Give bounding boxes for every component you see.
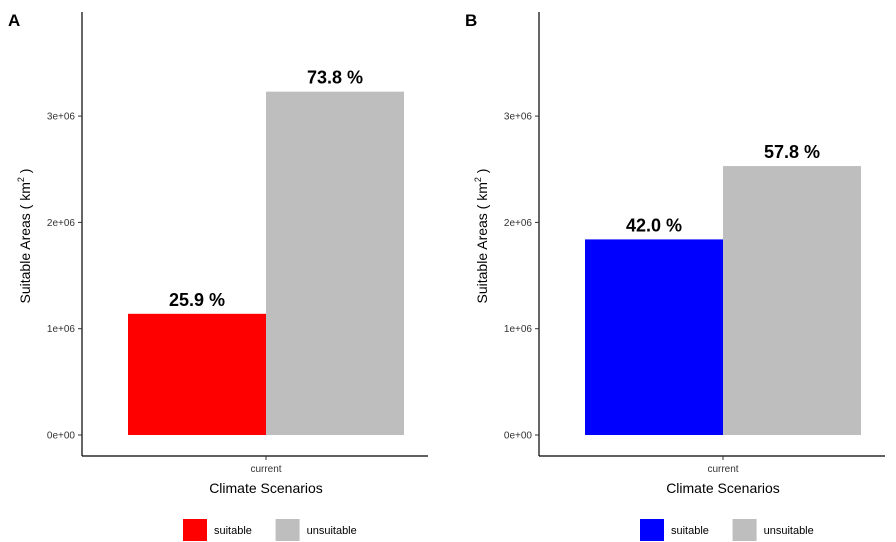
panel-b-bar-suitable bbox=[585, 239, 723, 435]
panel-a-y-tick-label: 0e+00 bbox=[47, 431, 76, 442]
panel-b-y-tick-label: 2e+06 bbox=[504, 218, 533, 229]
panel-b-x-axis-title: Climate Scenarios bbox=[666, 480, 780, 496]
panel-a-y-tick-label: 3e+06 bbox=[47, 112, 76, 123]
panel-a-legend: suitable unsuitable bbox=[183, 519, 357, 541]
panel-a-data-label-unsuitable: 73.8 % bbox=[307, 68, 363, 88]
panel-b-y-tick-label: 1e+06 bbox=[504, 324, 533, 335]
panel-b-legend-swatch-unsuitable bbox=[732, 519, 757, 541]
panel-b-x-tick-label: current bbox=[707, 464, 738, 475]
panel-a-legend-swatch-unsuitable bbox=[275, 519, 300, 541]
panel-a-x-tick-label: current bbox=[250, 464, 281, 475]
panel-a-x-axis-title: Climate Scenarios bbox=[209, 480, 323, 496]
panel-a-legend-swatch-suitable bbox=[183, 519, 207, 541]
panel-b-y-axis-title: Suitable Areas ( km2 ) bbox=[473, 169, 490, 304]
panel-b-legend-label-suitable: suitable bbox=[671, 525, 709, 537]
panel-b-letter: B bbox=[465, 11, 477, 30]
panel-b-y-tick-label: 3e+06 bbox=[504, 112, 533, 123]
panel-b-legend-swatch-suitable bbox=[640, 519, 664, 541]
panel-b-y-tick-label: 0e+00 bbox=[504, 431, 533, 442]
panel-a-bar-unsuitable bbox=[266, 91, 404, 435]
panel-a-y-tick-label: 2e+06 bbox=[47, 218, 76, 229]
panel-b-data-label-unsuitable: 57.8 % bbox=[764, 142, 820, 162]
panel-a-letter: A bbox=[8, 11, 20, 30]
panel-a-bar-suitable bbox=[128, 313, 266, 435]
panel-a-data-label-suitable: 25.9 % bbox=[169, 290, 225, 310]
panel-b-legend: suitable unsuitable bbox=[640, 519, 814, 541]
panel-a-legend-label-unsuitable: unsuitable bbox=[307, 525, 357, 537]
panel-b-data-label-suitable: 42.0 % bbox=[626, 215, 682, 235]
panel-a: A 0e+00 1e+06 2e+06 3e+06 25.9 % 73.8 % current… bbox=[8, 11, 428, 541]
panel-b-bar-unsuitable bbox=[723, 166, 861, 435]
panel-a-y-axis-title: Suitable Areas ( km2 ) bbox=[16, 169, 33, 304]
panel-a-y-tick-label: 1e+06 bbox=[47, 324, 76, 335]
panel-b-legend-label-unsuitable: unsuitable bbox=[764, 525, 814, 537]
panel-b: B 0e+00 1e+06 2e+06 3e+06 42.0 % 57.8 % current… bbox=[465, 11, 885, 541]
panel-a-legend-label-suitable: suitable bbox=[214, 525, 252, 537]
